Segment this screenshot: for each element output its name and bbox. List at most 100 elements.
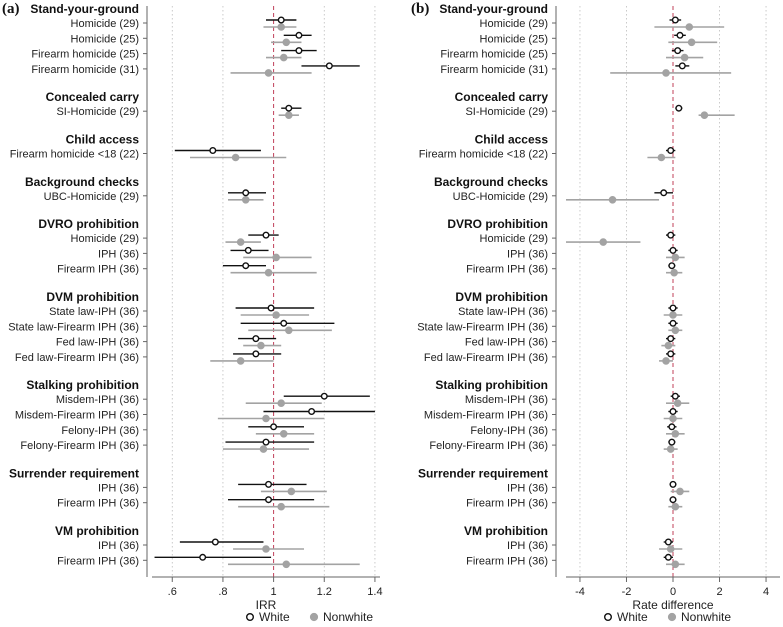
group-title-dvro-prohibition: DVRO prohibition xyxy=(38,217,139,231)
row-label: Firearm homicide (31) xyxy=(440,64,548,76)
white-point xyxy=(325,62,333,70)
white-point xyxy=(674,47,682,55)
white-point xyxy=(664,538,672,546)
nonwhite-point xyxy=(700,111,709,119)
nonwhite-point xyxy=(285,111,293,119)
nonwhite-point xyxy=(685,23,694,31)
x-tick-label: .8 xyxy=(218,586,227,598)
nonwhite-point xyxy=(676,487,684,496)
white-point xyxy=(295,31,303,39)
white-point xyxy=(308,408,316,416)
nonwhite-point xyxy=(259,445,268,453)
panel-label: (b) xyxy=(411,1,429,17)
group-title-dvro-prohibition: DVRO prohibition xyxy=(447,217,548,231)
group-title-stand-your-ground: Stand-your-ground xyxy=(30,2,139,16)
white-point xyxy=(265,480,273,488)
white-point xyxy=(671,16,679,24)
row-label: Homicide (25) xyxy=(480,33,548,45)
x-tick-label: 1.4 xyxy=(367,586,382,598)
row-label: IPH (36) xyxy=(507,540,548,552)
nonwhite-point xyxy=(671,326,680,335)
legend-b: White Nonwhite xyxy=(604,610,731,624)
row-label: Firearm IPH (36) xyxy=(466,264,548,276)
row-label: IPH (36) xyxy=(98,482,139,494)
white-point xyxy=(262,231,270,239)
nonwhite-point xyxy=(662,69,670,77)
group-title-surrender-requirement: Surrender requirement xyxy=(9,466,139,480)
white-point xyxy=(675,104,683,112)
row-label: Fed law-IPH (36) xyxy=(56,337,139,349)
nonwhite-point xyxy=(608,196,617,204)
group-title-child-access: Child access xyxy=(475,133,549,147)
group-title-background-checks: Background checks xyxy=(25,175,139,189)
white-point xyxy=(320,392,328,400)
x-tick-label: 0 xyxy=(670,586,676,598)
nonwhite-point xyxy=(279,53,288,62)
nonwhite-point xyxy=(671,502,680,511)
group-title-vm-prohibition: VM prohibition xyxy=(464,524,548,538)
row-label: Homicide (29) xyxy=(71,233,139,245)
nonwhite-point xyxy=(657,153,666,162)
group-title-stalking-prohibition: Stalking prohibition xyxy=(26,378,139,392)
nonwhite-point xyxy=(257,341,265,350)
row-label: IPH (36) xyxy=(98,540,139,552)
row-label: IPH (36) xyxy=(98,248,139,260)
white-point xyxy=(669,319,677,327)
white-point xyxy=(211,538,219,546)
row-label: Fed law-IPH (36) xyxy=(465,337,548,349)
nonwhite-point xyxy=(264,69,273,77)
white-point xyxy=(669,480,677,488)
row-label: Felony-IPH (36) xyxy=(470,425,548,437)
nonwhite-point xyxy=(669,311,677,319)
row-label: SI-Homicide (29) xyxy=(56,106,139,118)
nonwhite-point xyxy=(664,341,673,350)
white-point xyxy=(667,335,675,343)
white-point xyxy=(667,350,675,358)
legend-white-marker xyxy=(245,613,254,622)
row-label: Firearm homicide <18 (22) xyxy=(10,149,139,161)
nonwhite-point xyxy=(279,430,288,438)
white-point xyxy=(277,16,285,24)
nonwhite-point xyxy=(282,560,291,569)
x-tick-label: 1.2 xyxy=(317,586,332,598)
group-title-surrender-requirement: Surrender requirement xyxy=(418,466,548,480)
white-point xyxy=(668,262,676,270)
white-point xyxy=(270,423,278,431)
row-label: Firearm IPH (36) xyxy=(57,498,139,510)
white-point xyxy=(669,408,677,416)
group-title-concealed-carry: Concealed carry xyxy=(46,90,140,104)
nonwhite-point xyxy=(671,560,680,569)
white-point xyxy=(209,146,217,154)
nonwhite-point xyxy=(262,545,270,553)
nonwhite-point xyxy=(272,311,280,319)
nonwhite-point xyxy=(277,23,286,31)
row-label: Felony-IPH (36) xyxy=(61,425,139,437)
row-label: Misdem-Firearm IPH (36) xyxy=(424,410,548,422)
legend-nonwhite-marker xyxy=(667,612,677,622)
nonwhite-point xyxy=(277,502,286,511)
nonwhite-point xyxy=(282,38,291,47)
white-point xyxy=(660,189,668,197)
row-label: Homicide (29) xyxy=(71,18,139,30)
group-title-dvm-prohibition: DVM prohibition xyxy=(46,290,139,304)
nonwhite-point xyxy=(666,545,675,553)
white-point xyxy=(285,104,293,112)
x-tick-label: 4 xyxy=(763,586,769,598)
group-title-vm-prohibition: VM prohibition xyxy=(55,524,139,538)
nonwhite-point xyxy=(666,445,675,453)
row-label: Firearm homicide (25) xyxy=(31,49,139,61)
nonwhite-point xyxy=(671,253,680,262)
legend-nonwhite-label: Nonwhite xyxy=(681,610,731,624)
row-label: Firearm IPH (36) xyxy=(466,498,548,510)
white-point xyxy=(668,438,676,446)
panel-a: .6 .8 1 1.2 1.4 IRR (a) Stand-your-ground Homici… xyxy=(2,1,383,612)
row-label: UBC-Homicide (29) xyxy=(453,191,548,203)
row-label: State law-Firearm IPH (36) xyxy=(417,321,548,333)
row-label: SI-Homicide (29) xyxy=(465,106,548,118)
row-label: Firearm IPH (36) xyxy=(57,555,139,567)
white-point xyxy=(671,392,679,400)
x-tick-label: 1 xyxy=(271,586,277,598)
row-label: State law-IPH (36) xyxy=(458,306,548,318)
row-label: Felony-Firearm IPH (36) xyxy=(429,440,548,452)
